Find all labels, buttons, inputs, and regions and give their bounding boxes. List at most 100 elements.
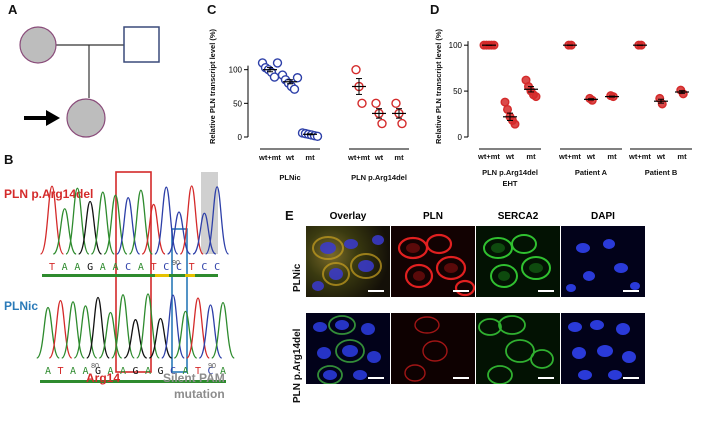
bottom-base-13: C — [207, 366, 213, 377]
group-label-0-line-1: EHT — [503, 179, 518, 188]
point-1-0-2 — [357, 98, 367, 109]
micrograph-arg14del-serca2 — [476, 313, 560, 384]
chart-d: 0 50 100 Relative PLN transcript level (%) P… — [434, 28, 692, 188]
bottom-base-0: A — [45, 366, 51, 377]
category-label-1-0: wt+mt — [347, 153, 370, 162]
panel-label-b: B — [4, 152, 14, 167]
top-peak-2 — [65, 187, 90, 255]
bottom-base-11: A — [182, 366, 188, 377]
bottom-peak-5 — [98, 311, 123, 359]
top-peak-12 — [192, 212, 217, 255]
pedigree-chart — [19, 26, 160, 138]
bottom-base-7: G — [132, 366, 138, 377]
top-peak-10 — [166, 211, 192, 255]
bottom-quality-bar — [40, 380, 226, 383]
top-peak-9 — [154, 186, 179, 255]
point-1-2-2 — [397, 118, 407, 129]
top-base-13: C — [214, 262, 220, 273]
point-1-1-0 — [371, 98, 381, 109]
group-label-1: PLN p.Arg14del — [351, 173, 407, 182]
group-label-0: PLN p.Arg14del — [482, 168, 538, 177]
annotation-arg14: Arg14 — [86, 371, 121, 385]
point-0-1-1 — [502, 104, 512, 114]
category-label-0-0: wt+mt — [258, 153, 281, 162]
point-0-2-5 — [312, 131, 323, 142]
top-peak-8 — [141, 203, 166, 255]
y-tick-label-0: 0 — [238, 133, 243, 142]
micrograph-plnic-serca2 — [476, 226, 560, 297]
top-peak-6 — [116, 197, 141, 255]
pam-blue-box — [171, 228, 188, 373]
y-tick-label-2: 100 — [229, 66, 243, 75]
point-0-0-4 — [269, 72, 280, 82]
bottom-peak-10 — [161, 294, 185, 359]
top-quality-bar-yellow-2 — [185, 274, 195, 277]
bottom-peak-7 — [123, 319, 148, 359]
top-base-7: A — [138, 262, 144, 273]
y-tick-label-1: 50 — [233, 99, 242, 108]
top-base-1: A — [62, 262, 68, 273]
arg14-red-box — [115, 171, 152, 373]
bottom-base-8: A — [145, 366, 151, 377]
pam-gray-highlight — [201, 172, 218, 254]
top-quality-bar-yellow — [155, 274, 169, 277]
category-label-1-1: wt — [374, 153, 384, 162]
bottom-peak-14 — [211, 302, 235, 359]
label-plnic: PLNic — [4, 299, 39, 313]
y-axis-label: Relative PLN transcript level (%) — [208, 28, 217, 144]
micrograph-arg14del-overlay — [306, 313, 390, 384]
point-1-1-2 — [377, 118, 387, 129]
category-label-2-2: mt — [677, 152, 687, 161]
top-position-label: 90 — [172, 260, 180, 267]
top-peak-1 — [52, 208, 77, 255]
micrograph-plnic-dapi — [561, 226, 645, 297]
micrograph-plnic-pln — [391, 226, 475, 297]
category-label-0-2: mt — [305, 153, 315, 162]
top-peak-3 — [78, 200, 103, 255]
point-0-1-4 — [289, 84, 300, 94]
chart-c: 0 50 100 Relative PLN transcript level (%) P… — [208, 28, 409, 182]
bottom-base-10: C — [170, 366, 176, 377]
micrograph-arg14del-dapi — [561, 313, 645, 384]
bottom-peak-8 — [136, 293, 160, 359]
y-tick-label-2: 100 — [449, 41, 463, 50]
point-0-1-5 — [292, 73, 303, 83]
top-base-4: A — [100, 262, 106, 273]
top-base-6: C — [125, 262, 131, 273]
group-label-0: PLNic — [279, 173, 300, 182]
top-base-3: G — [87, 262, 93, 273]
header-serca2: SERCA2 — [497, 211, 539, 222]
bottom-peak-6 — [111, 294, 135, 359]
category-label-0-1: wt — [285, 153, 295, 162]
bottom-peak-9 — [148, 317, 173, 359]
group-label-2: Patient B — [645, 168, 678, 177]
category-label-0-1: wt — [505, 152, 515, 161]
bottom-base-14: A — [220, 366, 226, 377]
point-1-0-0 — [351, 64, 361, 75]
category-label-0-0: wt+mt — [477, 152, 500, 161]
bottom-peak-3 — [73, 305, 98, 359]
header-overlay: Overlay — [329, 211, 367, 222]
category-label-2-0: wt+mt — [628, 152, 651, 161]
bottom-base-3: A — [82, 366, 88, 377]
annotation-mutation: mutation — [174, 387, 225, 401]
micrograph-arg14del-pln — [391, 313, 475, 384]
y-tick-label-1: 50 — [453, 87, 462, 96]
bottom-base-6: A — [120, 366, 126, 377]
bottom-position-label-2: 90 — [208, 363, 216, 370]
top-base-10: C — [176, 262, 182, 273]
bottom-base-12: T — [195, 366, 201, 377]
bottom-base-1: T — [57, 366, 63, 377]
panel-label-c: C — [207, 2, 217, 17]
category-label-2-1: wt — [656, 152, 666, 161]
point-0-1-0 — [500, 97, 510, 107]
panel-label-a: A — [8, 2, 18, 17]
bottom-base-4: G — [95, 366, 101, 377]
header-dapi: DAPI — [591, 211, 615, 222]
row-label-plnic: PLNic — [292, 263, 303, 292]
top-base-5: A — [112, 262, 118, 273]
point-0-0-5 — [272, 58, 283, 68]
bottom-peak-0 — [36, 306, 60, 359]
point-1-2-0 — [391, 98, 401, 109]
point-0-1-4 — [510, 119, 520, 129]
